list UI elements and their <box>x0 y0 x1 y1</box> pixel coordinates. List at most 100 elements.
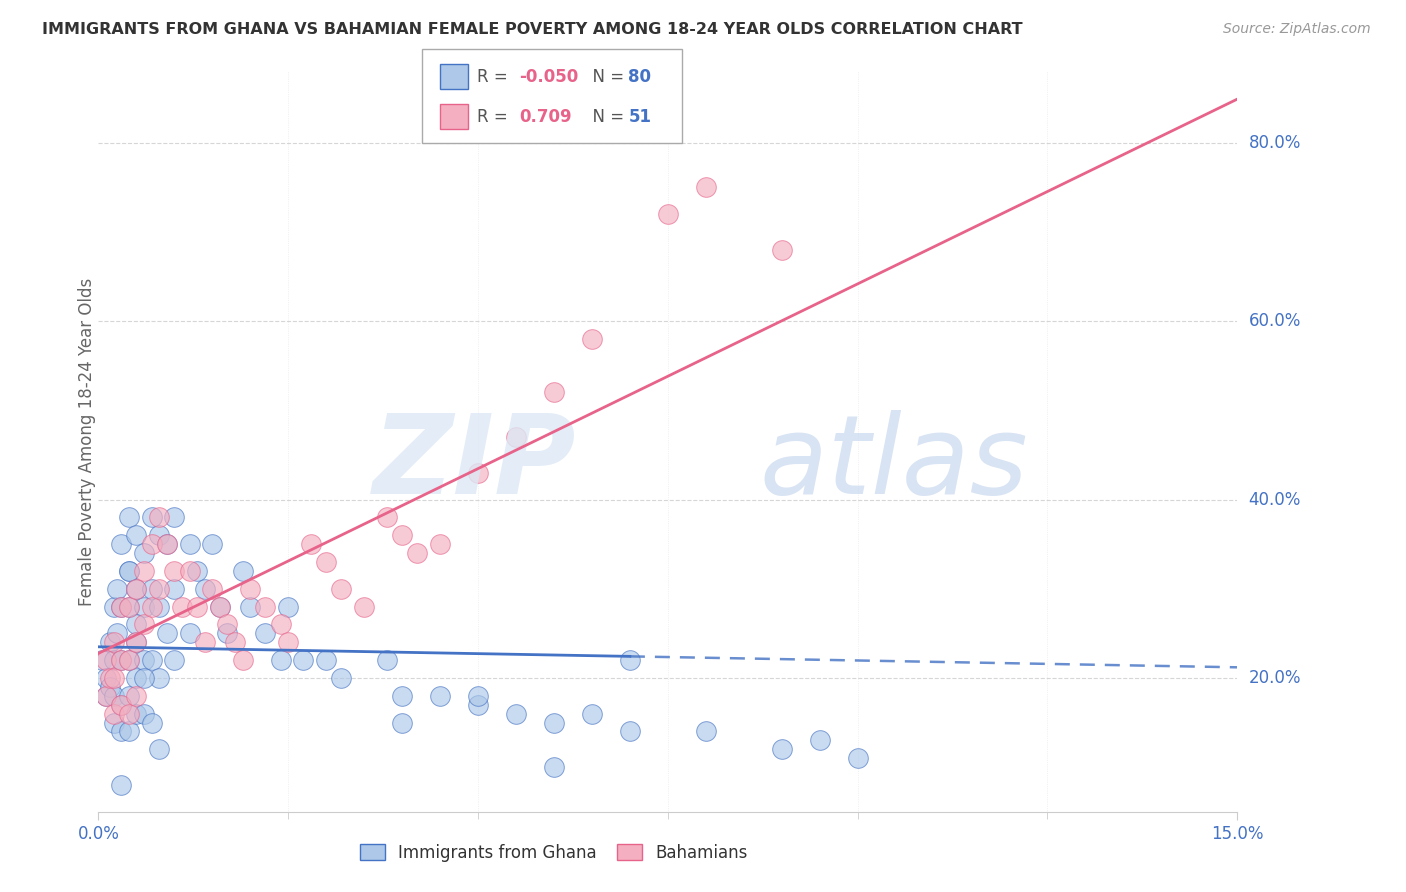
Point <box>270 617 292 632</box>
Point <box>103 599 125 614</box>
Point <box>125 635 148 649</box>
Point <box>118 564 141 578</box>
Point <box>163 510 186 524</box>
Point <box>429 537 451 551</box>
Point <box>110 724 132 739</box>
Point <box>543 760 565 774</box>
Point <box>239 582 262 596</box>
Point <box>770 243 793 257</box>
Point <box>208 599 231 614</box>
Point <box>103 671 125 685</box>
Point <box>467 466 489 480</box>
Point <box>141 653 163 667</box>
Point <box>406 546 429 560</box>
Point <box>118 653 141 667</box>
Point <box>186 599 208 614</box>
Point <box>125 582 148 596</box>
Point <box>141 510 163 524</box>
Legend: Immigrants from Ghana, Bahamians: Immigrants from Ghana, Bahamians <box>352 835 756 870</box>
Point <box>132 706 155 721</box>
Point <box>299 537 322 551</box>
Point <box>695 180 717 194</box>
Point <box>201 582 224 596</box>
Point <box>254 626 277 640</box>
Y-axis label: Female Poverty Among 18-24 Year Olds: Female Poverty Among 18-24 Year Olds <box>79 277 96 606</box>
Point <box>201 537 224 551</box>
Point <box>125 617 148 632</box>
Point <box>91 653 114 667</box>
Point <box>254 599 277 614</box>
Point <box>186 564 208 578</box>
Point <box>141 715 163 730</box>
Point <box>132 546 155 560</box>
Point <box>232 653 254 667</box>
Point <box>156 626 179 640</box>
Point <box>808 733 831 747</box>
Point <box>94 689 117 703</box>
Point <box>581 332 603 346</box>
Point <box>657 207 679 221</box>
Point <box>543 385 565 400</box>
Point <box>118 724 141 739</box>
Point <box>292 653 315 667</box>
Point <box>581 706 603 721</box>
Point <box>163 564 186 578</box>
Point <box>132 653 155 667</box>
Point <box>170 599 193 614</box>
Point <box>353 599 375 614</box>
Point <box>179 564 201 578</box>
Text: 80: 80 <box>628 68 651 86</box>
Point <box>148 582 170 596</box>
Point <box>103 706 125 721</box>
Text: atlas: atlas <box>759 410 1028 517</box>
Point <box>148 599 170 614</box>
Point <box>125 635 148 649</box>
Point <box>107 582 129 596</box>
Point <box>110 778 132 792</box>
Text: R =: R = <box>477 68 513 86</box>
Point <box>103 715 125 730</box>
Point <box>277 599 299 614</box>
Point <box>118 564 141 578</box>
Text: ZIP: ZIP <box>373 410 576 517</box>
Text: 20.0%: 20.0% <box>1249 669 1301 687</box>
Point <box>375 653 398 667</box>
Point <box>179 537 201 551</box>
Text: 80.0%: 80.0% <box>1249 134 1301 152</box>
Text: 60.0%: 60.0% <box>1249 312 1301 330</box>
Point <box>846 751 869 765</box>
Point <box>110 537 132 551</box>
Point <box>132 564 155 578</box>
Point <box>375 510 398 524</box>
Point <box>467 689 489 703</box>
Point <box>110 653 132 667</box>
Point <box>770 742 793 756</box>
Point <box>505 706 527 721</box>
Point <box>619 724 641 739</box>
Point <box>103 635 125 649</box>
Point <box>695 724 717 739</box>
Point <box>156 537 179 551</box>
Point <box>125 689 148 703</box>
Point <box>94 689 117 703</box>
Point <box>118 653 141 667</box>
Point <box>103 689 125 703</box>
Point <box>110 653 132 667</box>
Point <box>132 599 155 614</box>
Point <box>163 653 186 667</box>
Point <box>132 617 155 632</box>
Point <box>467 698 489 712</box>
Point <box>194 582 217 596</box>
Point <box>103 653 125 667</box>
Text: N =: N = <box>582 108 630 126</box>
Text: IMMIGRANTS FROM GHANA VS BAHAMIAN FEMALE POVERTY AMONG 18-24 YEAR OLDS CORRELATI: IMMIGRANTS FROM GHANA VS BAHAMIAN FEMALE… <box>42 22 1022 37</box>
Point <box>148 671 170 685</box>
Point <box>391 528 413 542</box>
Point <box>94 671 117 685</box>
Point <box>98 635 121 649</box>
Point <box>148 742 170 756</box>
Point <box>98 671 121 685</box>
Point <box>98 680 121 694</box>
Point <box>277 635 299 649</box>
Point <box>118 510 141 524</box>
